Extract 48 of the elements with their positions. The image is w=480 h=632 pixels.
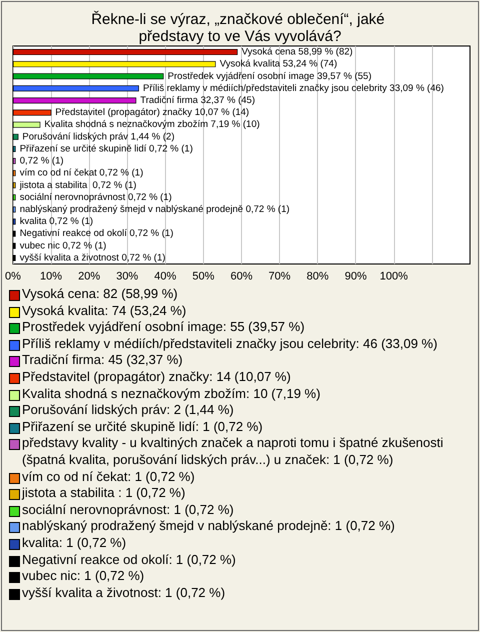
category-label: sociální nerovnoprávnost 0,72 % (1): [20, 192, 172, 203]
x-tick-label: 20%: [78, 270, 100, 282]
chart-title: Řekne-li se výraz, „značkové oblečení“, jaké představy to ve Vás vyvolává?: [91, 10, 389, 45]
category-label: Porušování lidských práv 1,44 % (2): [22, 131, 175, 142]
x-tick-label: 70%: [268, 270, 291, 282]
category-label: Představitel (propagátor) značky 10,07 % (14): [55, 107, 250, 118]
category-label: kvalita 0,72 % (1): [20, 216, 94, 228]
category-label: Přiřazení se určité skupině lidí 0,72 % (1): [20, 143, 193, 154]
x-tick-label: 100%: [380, 270, 408, 282]
text: Představitel (propagátor) značky: 14 (10,07 %): [22, 368, 291, 386]
x-tick-label: 80%: [306, 270, 329, 282]
text: Vysoká kvalita: 74 (53,24 %): [22, 302, 186, 320]
text: představy kvality - u kvaltiných značek a naproti tomu i špatné zkušenosti (špatná kvalita, porušování lidských práv...) u značek: 1 (0,72 %): [22, 435, 444, 469]
x-tick-label: 0%: [4, 270, 22, 282]
text: jistota a stabilita : 1 (0,72 %): [22, 485, 186, 502]
category-label: Prostředek vyjádření osobní image 39,57 % (55): [168, 70, 372, 82]
text: vím co od ní čekat: 1 (0,72 %): [22, 468, 195, 486]
category-label: Negativní reakce od okolí 0,72 % (1): [20, 228, 174, 240]
category-label: Vysoká cena 58,99 % (82): [242, 46, 353, 58]
category-label: vyšší kvalita a životnost 0,72 % (1): [20, 252, 166, 264]
x-tick-label: 40%: [154, 270, 177, 282]
category-label: vubec nic 0,72 % (1): [20, 240, 106, 252]
category-label: vím co od ní čekat 0,72 % (1): [20, 168, 144, 179]
text: vubec nic: 1 (0,72 %): [22, 568, 144, 585]
text: sociální nerovnoprávnost: 1 (0,72 %): [22, 502, 234, 518]
x-tick-label: 60%: [230, 270, 253, 282]
data-label: 0,72 % (1): [20, 156, 64, 167]
text: Tradiční firma: 45 (32,37 %): [22, 352, 183, 369]
category-label: nablýskaný prodražený šmejd v nablýskané prodejně 0,72 % (1): [20, 204, 290, 215]
category-label: Tradiční firma 32,37 % (45): [140, 95, 255, 106]
text: Přiřazení se určité skupině lidí: 1 (0,72 %): [22, 418, 263, 436]
category-label: Příliš reklamy v médiích/představiteli značky jsou celebrity 33,09 % (46): [142, 82, 444, 94]
text: Prostředek vyjádření osobní image: 55 (39,57 %): [22, 319, 305, 336]
text: Příliš reklamy v médiích/představiteli značky jsou celebrity: 46 (33,09 %): [22, 336, 438, 352]
text: vyšší kvalita a životnost: 1 (0,72 %): [22, 584, 226, 602]
category-label: Kvalita shodná s neznačkovým zbožím 7,19 % (10): [44, 119, 260, 130]
x-tick-label: 50%: [192, 270, 215, 282]
x-tick-label: 10%: [40, 270, 62, 282]
text: Porušování lidských práv: 2 (1,44 %): [22, 402, 234, 419]
x-tick-label: 30%: [116, 270, 138, 282]
text: kvalita: 1 (0,72 %): [22, 534, 126, 552]
category-label: Vysoká kvalita 53,24 % (74): [220, 58, 338, 70]
text: Vysoká cena: 82 (58,99 %): [22, 286, 178, 303]
text: nablýskaný prodražený šmejd v nablýskané prodejně: 1 (0,72 %): [22, 518, 395, 535]
category-label: jistota a stabilita 0,72 % (1): [20, 180, 136, 191]
text: Kvalita shodná s neznačkovým zbožím: 10 (7,19 %): [22, 386, 320, 402]
x-tick-label: 90%: [344, 270, 367, 282]
text: Negativní reakce od okolí: 1 (0,72 %): [22, 552, 236, 568]
